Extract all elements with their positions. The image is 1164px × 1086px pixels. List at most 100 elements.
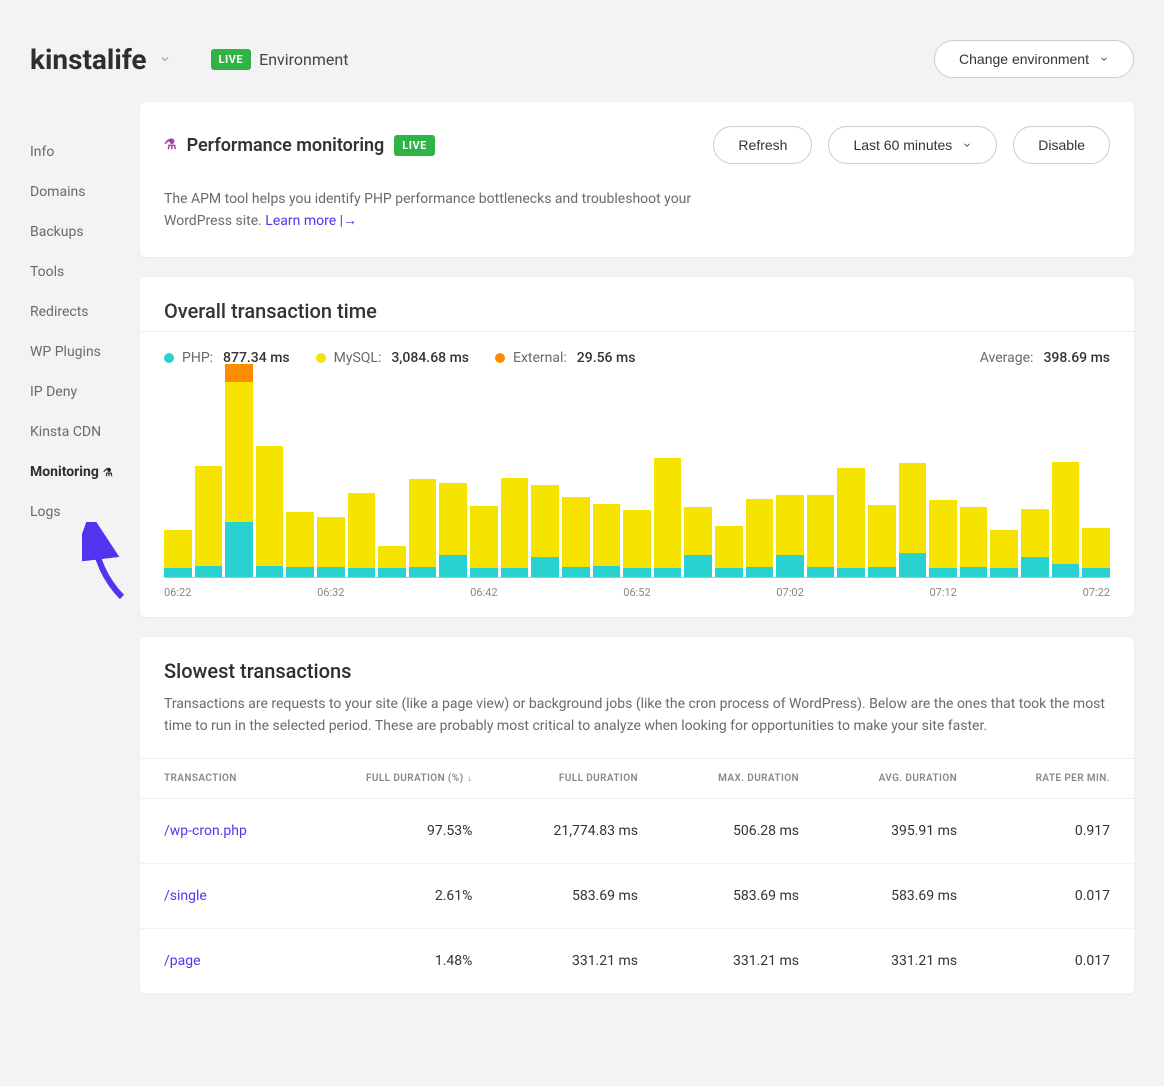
chart-bar[interactable] bbox=[929, 500, 957, 577]
chart-bar[interactable] bbox=[286, 512, 314, 577]
chart-bar[interactable] bbox=[746, 499, 774, 577]
chart-bar[interactable] bbox=[990, 530, 1018, 577]
chart-bar[interactable] bbox=[776, 495, 804, 577]
bar-seg-php bbox=[409, 567, 437, 577]
sidebar-item-ip-deny[interactable]: IP Deny bbox=[30, 372, 140, 412]
perf-title: Performance monitoring bbox=[187, 135, 385, 156]
chart-bar[interactable] bbox=[960, 507, 988, 577]
bar-seg-mysql bbox=[439, 483, 467, 555]
chart-bar[interactable] bbox=[1082, 528, 1110, 577]
bar-seg-mysql bbox=[164, 530, 192, 568]
bar-seg-php bbox=[1082, 568, 1110, 577]
chart-bar[interactable] bbox=[225, 364, 253, 577]
chart-bar[interactable] bbox=[378, 546, 406, 577]
learn-more-link[interactable]: Learn more |→ bbox=[265, 213, 357, 229]
chart-bar[interactable] bbox=[593, 504, 621, 577]
chart-bar[interactable] bbox=[715, 526, 743, 577]
bar-seg-mysql bbox=[348, 493, 376, 568]
slowest-transactions-card: Slowest transactions Transactions are re… bbox=[140, 637, 1134, 994]
chart-bar[interactable] bbox=[562, 497, 590, 577]
table-header[interactable]: TRANSACTION bbox=[140, 758, 303, 798]
table-cell: 395.91 ms bbox=[823, 798, 981, 863]
table-cell: 331.21 ms bbox=[662, 928, 823, 993]
chart-bar[interactable] bbox=[164, 530, 192, 577]
chart-bar[interactable] bbox=[409, 479, 437, 577]
sidebar-item-redirects[interactable]: Redirects bbox=[30, 292, 140, 332]
disable-button[interactable]: Disable bbox=[1013, 126, 1110, 164]
sidebar-item-monitoring[interactable]: Monitoring⚗ bbox=[30, 452, 140, 492]
bar-seg-php bbox=[531, 557, 559, 577]
perf-live-badge: LIVE bbox=[394, 135, 435, 156]
table-cell: /single bbox=[140, 863, 303, 928]
bar-seg-mysql bbox=[960, 507, 988, 567]
bar-seg-php bbox=[439, 555, 467, 577]
bar-seg-external bbox=[225, 364, 253, 382]
table-header[interactable]: AVG. DURATION bbox=[823, 758, 981, 798]
bar-seg-mysql bbox=[776, 495, 804, 555]
chart-bar[interactable] bbox=[899, 463, 927, 577]
sidebar-item-domains[interactable]: Domains bbox=[30, 172, 140, 212]
table-title: Slowest transactions bbox=[140, 637, 1134, 693]
sidebar-item-backups[interactable]: Backups bbox=[30, 212, 140, 252]
axis-tick: 06:52 bbox=[623, 586, 650, 599]
table-cell: 1.48% bbox=[303, 928, 496, 993]
bar-seg-mysql bbox=[470, 506, 498, 568]
table-header[interactable]: RATE PER MIN. bbox=[981, 758, 1134, 798]
beaker-icon: ⚗ bbox=[164, 137, 177, 153]
sidebar-item-logs[interactable]: Logs bbox=[30, 492, 140, 532]
bar-seg-php bbox=[378, 568, 406, 577]
chart-title: Overall transaction time bbox=[140, 277, 1134, 332]
table-header[interactable]: MAX. DURATION bbox=[662, 758, 823, 798]
bar-seg-php bbox=[654, 568, 682, 577]
chart-bar[interactable] bbox=[195, 466, 223, 577]
bar-seg-php bbox=[776, 555, 804, 577]
page-header: kinstalife LIVE Environment Change envir… bbox=[0, 0, 1164, 102]
bar-seg-php bbox=[1021, 557, 1049, 577]
bar-seg-php bbox=[348, 568, 376, 577]
chart-bar[interactable] bbox=[1021, 509, 1049, 577]
chart-bar[interactable] bbox=[1052, 462, 1080, 577]
transaction-link[interactable]: /single bbox=[164, 888, 207, 904]
chart-legend: PHP: 877.34 ms MySQL: 3,084.68 ms Extern… bbox=[140, 332, 1134, 374]
table-cell: /page bbox=[140, 928, 303, 993]
transaction-link[interactable]: /page bbox=[164, 953, 201, 969]
sidebar: InfoDomainsBackupsToolsRedirectsWP Plugi… bbox=[30, 102, 140, 994]
bar-seg-mysql bbox=[1082, 528, 1110, 568]
sidebar-item-tools[interactable]: Tools bbox=[30, 252, 140, 292]
table-cell: 583.69 ms bbox=[823, 863, 981, 928]
chart-bar[interactable] bbox=[837, 468, 865, 577]
chart-bar[interactable] bbox=[654, 458, 682, 577]
bar-seg-php bbox=[684, 555, 712, 577]
chart-bar[interactable] bbox=[256, 446, 284, 577]
chart-bar[interactable] bbox=[317, 517, 345, 577]
table-header[interactable]: FULL DURATION (%)↓ bbox=[303, 758, 496, 798]
transaction-link[interactable]: /wp-cron.php bbox=[164, 823, 247, 839]
bar-seg-php bbox=[562, 567, 590, 577]
sidebar-item-kinsta-cdn[interactable]: Kinsta CDN bbox=[30, 412, 140, 452]
chart-bar[interactable] bbox=[807, 495, 835, 577]
bar-seg-php bbox=[593, 566, 621, 577]
chevron-down-icon bbox=[159, 53, 171, 65]
bar-seg-mysql bbox=[286, 512, 314, 567]
chart-bar[interactable] bbox=[348, 493, 376, 577]
chart-bar[interactable] bbox=[623, 510, 651, 577]
time-range-button[interactable]: Last 60 minutes bbox=[828, 126, 997, 164]
chart-bar[interactable] bbox=[470, 506, 498, 577]
table-header[interactable]: FULL DURATION bbox=[496, 758, 662, 798]
site-dropdown[interactable] bbox=[159, 53, 171, 65]
table-cell: 506.28 ms bbox=[662, 798, 823, 863]
sidebar-item-wp-plugins[interactable]: WP Plugins bbox=[30, 332, 140, 372]
sidebar-item-info[interactable]: Info bbox=[30, 132, 140, 172]
legend-mysql-label: MySQL: bbox=[334, 350, 382, 366]
change-environment-button[interactable]: Change environment bbox=[934, 40, 1134, 78]
bar-seg-mysql bbox=[317, 517, 345, 567]
refresh-button[interactable]: Refresh bbox=[713, 126, 812, 164]
chart-bar[interactable] bbox=[439, 483, 467, 577]
chart-bar[interactable] bbox=[684, 507, 712, 577]
chart-bar[interactable] bbox=[531, 485, 559, 577]
bar-seg-php bbox=[317, 567, 345, 577]
table-cell: 583.69 ms bbox=[496, 863, 662, 928]
bar-seg-php bbox=[929, 568, 957, 577]
chart-bar[interactable] bbox=[868, 505, 896, 577]
chart-bar[interactable] bbox=[501, 478, 529, 577]
